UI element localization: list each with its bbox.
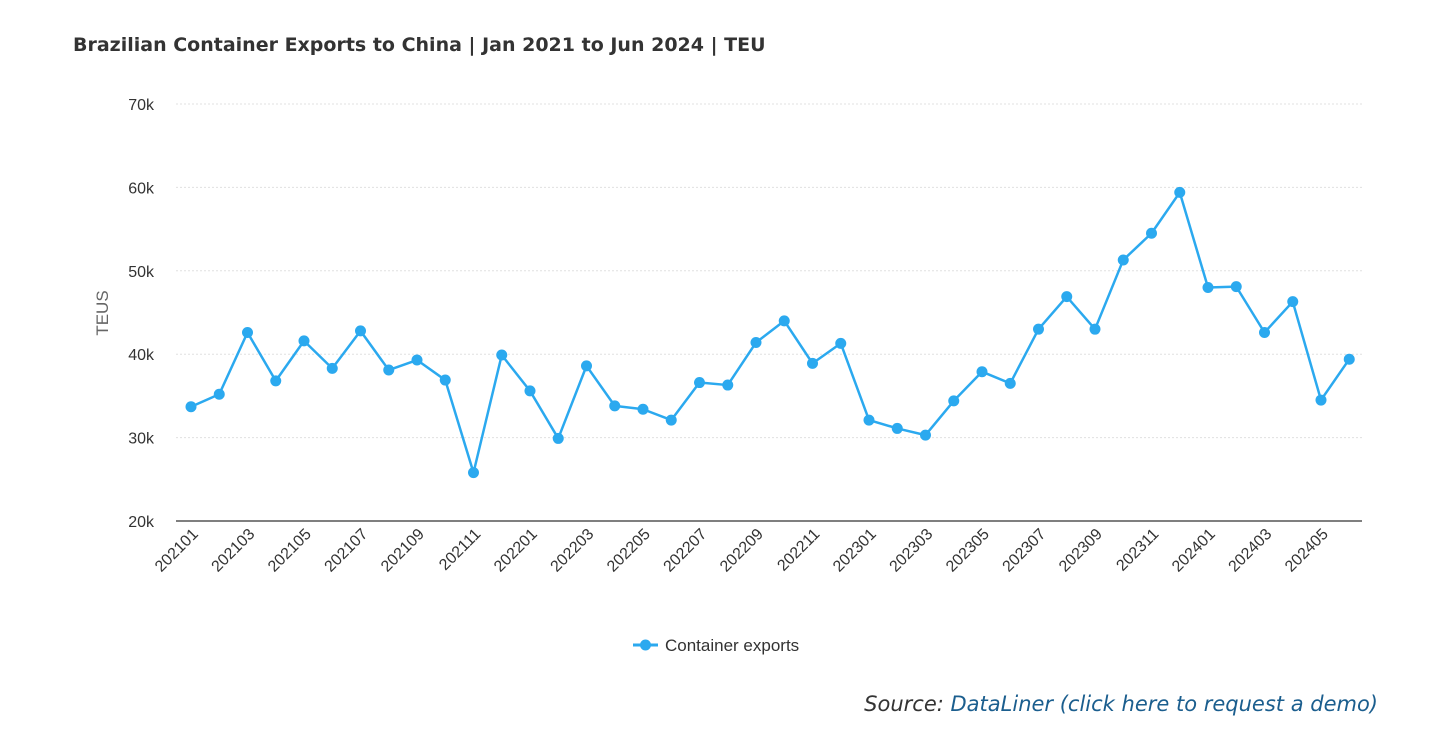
x-tick-label: 202201 [491, 526, 541, 576]
data-point[interactable] [976, 366, 988, 378]
data-point[interactable] [411, 354, 423, 366]
data-point[interactable] [609, 400, 621, 412]
data-point[interactable] [1202, 281, 1214, 293]
data-point[interactable] [694, 377, 705, 389]
data-point[interactable] [298, 335, 310, 347]
data-point[interactable] [1315, 394, 1327, 406]
x-tick-label: 202307 [1000, 526, 1050, 576]
data-point[interactable] [807, 357, 818, 369]
x-tick-label: 202103 [209, 526, 259, 576]
data-point[interactable] [1146, 227, 1157, 239]
data-point[interactable] [439, 374, 451, 386]
series-container-exports [185, 186, 1355, 479]
data-point[interactable] [552, 432, 564, 444]
grid-lines [176, 103, 1362, 439]
x-tick-label: 202301 [830, 526, 880, 576]
data-point[interactable] [326, 362, 338, 374]
data-point[interactable] [863, 414, 875, 426]
source-prefix: Source: [864, 692, 951, 716]
data-point[interactable] [835, 337, 847, 349]
data-point[interactable] [383, 364, 395, 376]
data-point[interactable] [1174, 186, 1186, 198]
y-tick-label: 40k [128, 347, 155, 364]
source-link[interactable]: DataLiner (click here to request a demo) [950, 692, 1378, 716]
data-point[interactable] [1259, 327, 1270, 339]
data-point[interactable] [242, 327, 253, 339]
data-point[interactable] [1089, 323, 1101, 335]
data-point[interactable] [185, 401, 197, 413]
data-point[interactable] [1230, 281, 1242, 293]
data-point[interactable] [1004, 377, 1016, 389]
x-tick-label: 202209 [717, 526, 767, 576]
legend[interactable]: Container exports [633, 636, 799, 655]
data-point[interactable] [1061, 291, 1073, 303]
data-point[interactable] [920, 429, 931, 441]
y-tick-label: 70k [128, 97, 155, 114]
data-point[interactable] [468, 467, 479, 479]
data-point[interactable] [524, 385, 536, 397]
data-point[interactable] [778, 315, 790, 327]
y-tick-label: 60k [128, 180, 155, 197]
x-tick-label: 202405 [1282, 526, 1332, 576]
x-tick-label: 202105 [265, 526, 315, 576]
x-tick-label: 202109 [378, 526, 428, 576]
y-tick-label: 30k [128, 431, 155, 448]
series-line [190, 191, 1351, 474]
data-point[interactable] [637, 403, 649, 415]
x-tick-label: 202309 [1056, 526, 1106, 576]
data-point[interactable] [355, 325, 366, 337]
x-tick-label: 202203 [548, 526, 598, 576]
x-tick-label: 202207 [661, 526, 711, 576]
x-tick-label: 202403 [1226, 526, 1276, 576]
x-axis-ticks: 202101 202103 202105 202107 202109 202111 2022… [152, 526, 1332, 576]
data-point[interactable] [891, 422, 903, 434]
data-point[interactable] [496, 349, 508, 361]
data-point[interactable] [722, 379, 734, 391]
data-point[interactable] [665, 414, 677, 426]
data-point[interactable] [1343, 353, 1355, 365]
x-tick-label: 202101 [152, 526, 202, 576]
chart-title: Brazilian Container Exports to China | J… [73, 34, 766, 56]
legend-marker [640, 639, 651, 651]
data-point[interactable] [948, 395, 960, 407]
x-tick-label: 202205 [604, 526, 654, 576]
data-point[interactable] [213, 388, 225, 400]
y-axis-label: TEUS [93, 290, 112, 335]
x-tick-label: 202107 [322, 526, 372, 576]
data-point[interactable] [581, 360, 592, 372]
y-axis-ticks: 20k 30k 40k 50k 60k 70k [128, 97, 155, 531]
data-point[interactable] [270, 375, 282, 387]
data-point[interactable] [1287, 296, 1299, 308]
data-point[interactable] [1117, 254, 1129, 266]
y-tick-label: 20k [128, 514, 155, 531]
data-point[interactable] [1033, 323, 1044, 335]
x-tick-label: 202303 [887, 526, 937, 576]
legend-label: Container exports [665, 636, 799, 655]
x-tick-label: 202111 [436, 526, 484, 574]
x-tick-label: 202305 [943, 526, 993, 576]
data-point[interactable] [750, 337, 762, 349]
y-tick-label: 50k [128, 264, 155, 281]
source-note: Source: DataLiner (click here to request… [864, 692, 1378, 716]
x-tick-label: 202311 [1113, 526, 1162, 575]
x-tick-label: 202211 [774, 526, 823, 575]
x-tick-label: 202401 [1169, 526, 1219, 576]
